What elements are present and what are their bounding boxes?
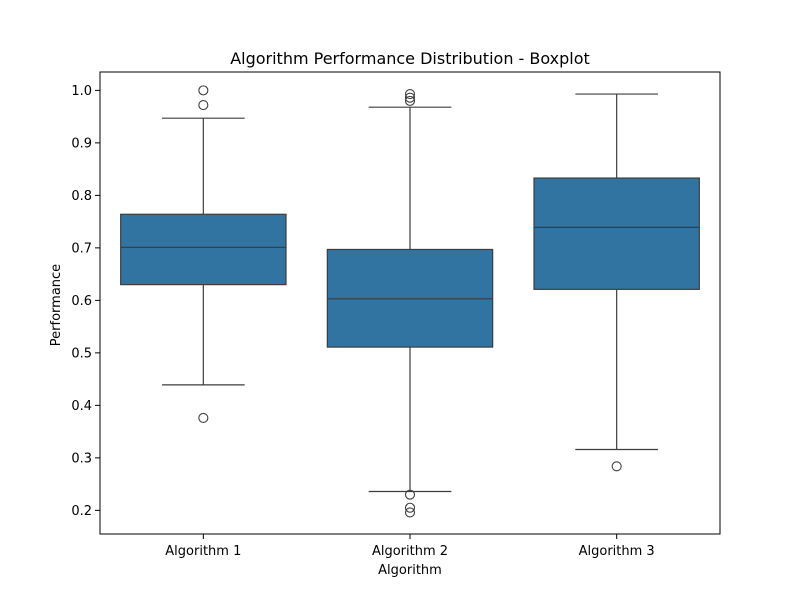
plot-area: 0.2 0.3 0.4 0.5 0.6 0.7 0.8 0.9 1.0 Algorithm 1 Al…: [71, 71, 721, 559]
outlier-point: [404, 489, 416, 500]
x-tick-label: Algorithm 2: [372, 544, 448, 559]
y-tick-label: 0.9: [71, 136, 92, 151]
y-tick-label: 0.8: [71, 189, 92, 204]
y-tick-label: 0.2: [71, 504, 92, 519]
outlier-point: [404, 95, 416, 106]
y-tick-label: 1.0: [71, 84, 92, 99]
y-tick-label: 0.5: [71, 346, 92, 361]
outlier-point: [611, 461, 622, 472]
x-axis-label: Algorithm: [378, 563, 442, 578]
outlier-point: [198, 85, 209, 96]
box-iqr: [120, 213, 287, 286]
outlier-point: [198, 100, 209, 111]
outlier-point: [198, 412, 209, 424]
outlier-point: [404, 507, 416, 518]
x-tick-label: Algorithm 1: [165, 544, 241, 559]
outlier-point: [404, 92, 416, 103]
outlier-point: [404, 502, 416, 513]
outlier-point: [404, 89, 416, 100]
axes-frame: [99, 71, 721, 535]
y-tick-label: 0.6: [71, 294, 92, 309]
y-axis-label: Performance: [49, 264, 64, 346]
chart-title: Algorithm Performance Distribution - Box…: [230, 49, 590, 68]
x-tick-label: Algorithm 3: [579, 544, 655, 559]
y-tick-label: 0.7: [71, 241, 92, 256]
box-iqr: [533, 177, 700, 290]
y-tick-label: 0.4: [71, 399, 92, 414]
y-tick-label: 0.3: [71, 451, 92, 466]
